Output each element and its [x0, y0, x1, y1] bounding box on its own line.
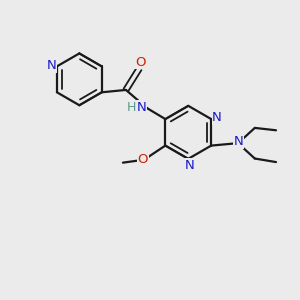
- Text: N: N: [137, 100, 147, 113]
- Text: N: N: [185, 159, 195, 172]
- Text: O: O: [138, 153, 148, 166]
- Text: H: H: [127, 100, 136, 113]
- Text: N: N: [212, 111, 222, 124]
- Text: N: N: [234, 135, 244, 148]
- Text: O: O: [135, 56, 146, 69]
- Text: N: N: [47, 59, 56, 72]
